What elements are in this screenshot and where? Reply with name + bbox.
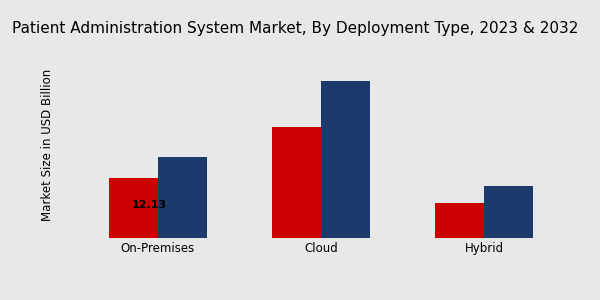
Text: 12.13: 12.13 bbox=[132, 200, 167, 210]
Bar bbox=[484, 186, 533, 238]
Bar bbox=[158, 157, 207, 238]
Bar bbox=[321, 81, 370, 238]
Legend: 2023, 2032: 2023, 2032 bbox=[296, 0, 450, 3]
Bar bbox=[435, 203, 484, 238]
Y-axis label: Market Size in USD Billion: Market Size in USD Billion bbox=[41, 68, 55, 221]
Bar bbox=[272, 128, 321, 238]
Bar bbox=[109, 178, 158, 238]
Text: Patient Administration System Market, By Deployment Type, 2023 & 2032: Patient Administration System Market, By… bbox=[12, 21, 578, 36]
